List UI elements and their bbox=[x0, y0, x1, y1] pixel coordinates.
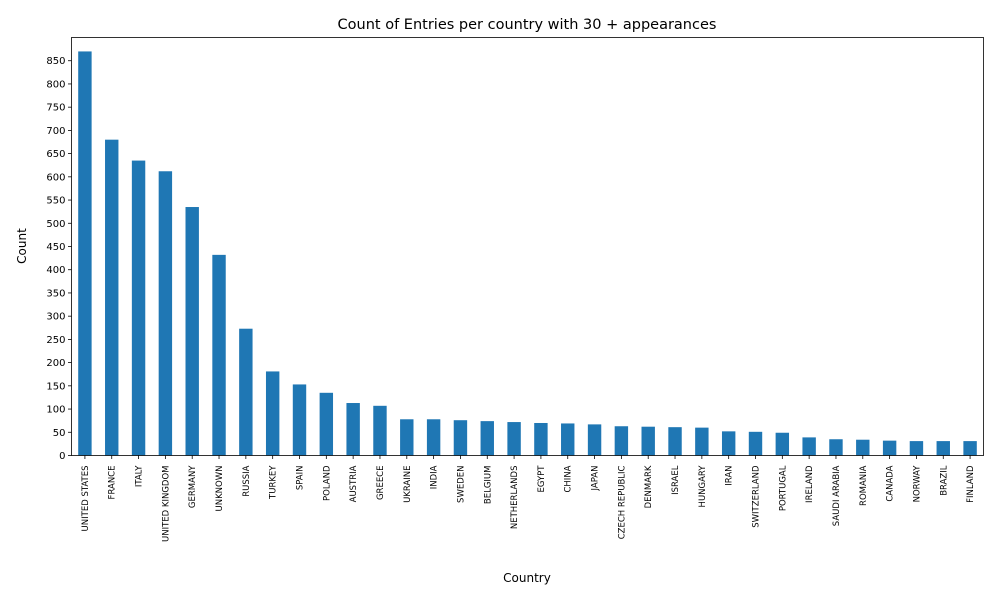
x-tick-label: CANADA bbox=[886, 465, 896, 501]
x-tick-label: JAPAN bbox=[591, 466, 601, 492]
x-tick-label: HUNGARY bbox=[698, 465, 708, 508]
x-tick-label: SPAIN bbox=[296, 466, 306, 491]
y-tick-label: 850 bbox=[46, 56, 65, 67]
bar bbox=[695, 427, 709, 456]
bar bbox=[668, 427, 682, 456]
x-tick-label: PORTUGAL bbox=[778, 465, 788, 511]
bar bbox=[587, 424, 602, 456]
x-tick-label: UKRAINE bbox=[403, 466, 413, 503]
bar bbox=[802, 437, 816, 456]
x-tick-label: GREECE bbox=[376, 466, 386, 501]
plot-frame bbox=[71, 37, 984, 456]
x-tick-label: SWEDEN bbox=[456, 466, 466, 503]
x-axis-title: Country bbox=[503, 571, 551, 585]
x-tick-label: CHINA bbox=[564, 465, 574, 492]
x-tick-label: UNITED KINGDOM bbox=[161, 466, 171, 543]
bar bbox=[346, 403, 360, 456]
bar bbox=[480, 421, 494, 456]
bar bbox=[561, 423, 575, 456]
bar bbox=[721, 431, 736, 456]
y-tick-label: 300 bbox=[46, 312, 65, 323]
x-tick-label: UNITED STATES bbox=[81, 466, 91, 532]
bar bbox=[856, 439, 870, 456]
x-tick-label: UNKNOWN bbox=[215, 466, 225, 512]
bar bbox=[507, 422, 521, 456]
bar bbox=[426, 419, 441, 456]
bar bbox=[829, 439, 843, 456]
chart-title: Count of Entries per country with 30 + a… bbox=[338, 17, 717, 33]
y-tick-label: 600 bbox=[46, 172, 65, 183]
y-tick-label: 650 bbox=[46, 149, 65, 160]
bar bbox=[936, 441, 950, 456]
x-tick-label: FRANCE bbox=[108, 466, 118, 500]
y-tick-label: 400 bbox=[46, 265, 65, 276]
x-tick-label: POLAND bbox=[322, 465, 332, 501]
y-tick-label: 100 bbox=[46, 405, 65, 416]
x-tick-label: CZECH REPUBLIC bbox=[617, 465, 627, 539]
x-tick-label: NETHERLANDS bbox=[510, 466, 520, 530]
y-tick-label: 700 bbox=[46, 126, 65, 137]
x-tick-label: NORWAY bbox=[912, 465, 922, 503]
x-tick-label: ROMANIA bbox=[859, 465, 869, 506]
x-tick-label: DENMARK bbox=[644, 465, 654, 508]
x-tick-label: FINLAND bbox=[966, 465, 976, 503]
bar bbox=[882, 440, 897, 456]
bar bbox=[78, 51, 92, 456]
y-tick-label: 250 bbox=[46, 335, 65, 346]
x-tick-label: IRELAND bbox=[805, 465, 815, 503]
x-tick-label: SAUDI ARABIA bbox=[832, 465, 842, 526]
bar bbox=[131, 160, 146, 456]
x-tick-label: BRAZIL bbox=[939, 465, 949, 496]
y-tick-label: 550 bbox=[46, 196, 65, 207]
y-axis: 0 50 100 150 200 250 300 350 400 450 500 550 600 650 7… bbox=[46, 56, 72, 462]
y-tick-label: 450 bbox=[46, 242, 65, 253]
bar bbox=[265, 371, 280, 456]
bar bbox=[185, 207, 199, 456]
x-tick-label: TURKEY bbox=[269, 465, 279, 500]
x-tick-label: BELGIUM bbox=[483, 466, 493, 505]
bar bbox=[400, 419, 414, 456]
bar bbox=[212, 254, 226, 456]
x-axis: UNITED STATES FRANCE ITALY UNITED KINGDOM GE… bbox=[81, 455, 976, 543]
y-tick-label: 200 bbox=[46, 358, 65, 369]
x-tick-label: IRAN bbox=[725, 466, 735, 486]
x-tick-label: RUSSIA bbox=[242, 465, 252, 496]
y-tick-label: 800 bbox=[46, 79, 65, 90]
bar bbox=[158, 171, 173, 456]
bar bbox=[909, 441, 924, 456]
x-tick-label: INDIA bbox=[430, 465, 440, 489]
x-tick-label: EGYPT bbox=[537, 465, 547, 493]
bar bbox=[373, 405, 387, 456]
bar bbox=[292, 384, 307, 456]
y-tick-label: 150 bbox=[46, 381, 65, 392]
y-tick-label: 50 bbox=[53, 428, 66, 439]
y-tick-label: 0 bbox=[59, 451, 65, 462]
bar bbox=[748, 431, 763, 456]
y-tick-label: 500 bbox=[46, 219, 65, 230]
x-tick-label: GERMANY bbox=[188, 465, 198, 508]
bar bbox=[963, 441, 977, 456]
bar bbox=[453, 420, 468, 456]
bar bbox=[534, 422, 548, 456]
y-axis-title: Count bbox=[15, 228, 29, 264]
bar bbox=[319, 392, 334, 456]
x-tick-label: AUSTRIA bbox=[349, 465, 359, 502]
bar bbox=[614, 426, 629, 456]
bar bbox=[775, 432, 790, 456]
bars-group bbox=[78, 51, 977, 456]
y-tick-label: 350 bbox=[46, 288, 65, 299]
x-tick-label: ITALY bbox=[135, 465, 145, 487]
bar bbox=[105, 139, 119, 456]
bar bbox=[641, 426, 655, 456]
bar bbox=[239, 328, 253, 456]
x-tick-label: ISRAEL bbox=[671, 465, 681, 495]
y-tick-label: 750 bbox=[46, 103, 65, 114]
x-tick-label: SWITZERLAND bbox=[752, 465, 762, 528]
